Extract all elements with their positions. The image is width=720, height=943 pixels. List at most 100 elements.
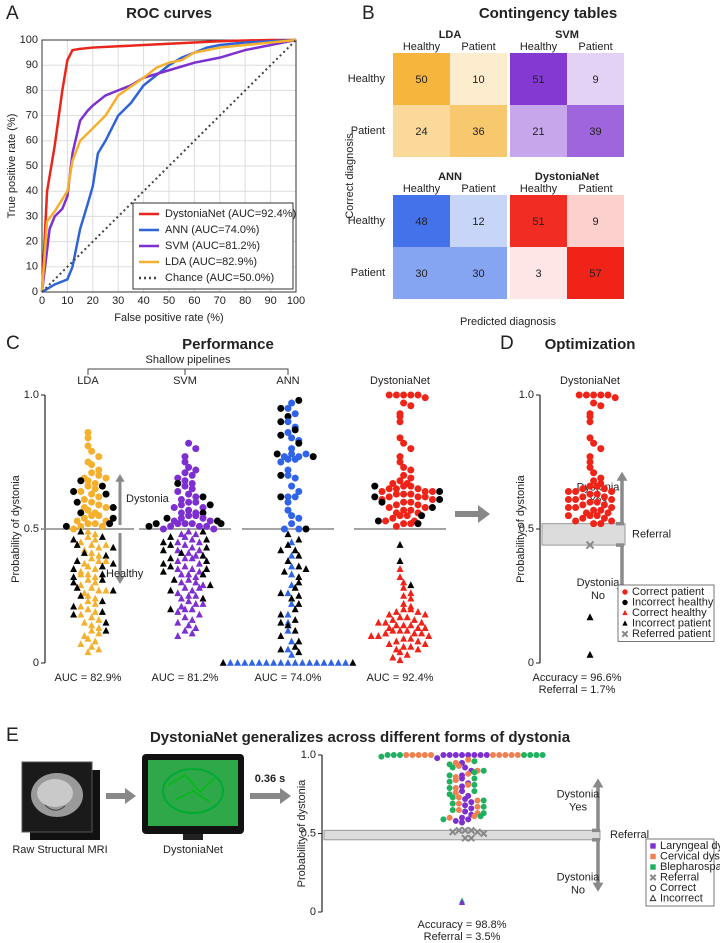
data-point <box>109 504 117 512</box>
data-point <box>611 394 619 402</box>
data-point <box>181 477 189 485</box>
data-point <box>471 769 478 776</box>
legend-marker <box>621 630 629 638</box>
data-point <box>455 762 462 769</box>
data-point <box>167 562 175 570</box>
data-point <box>109 543 117 551</box>
data-point <box>608 504 616 512</box>
data-point <box>185 570 193 578</box>
data-point <box>273 450 281 458</box>
data-point <box>181 458 189 466</box>
data-point <box>163 514 171 522</box>
data-point <box>465 781 472 788</box>
data-point <box>203 557 211 564</box>
data-point <box>88 613 96 621</box>
table-title: DystoniaNet <box>535 171 600 183</box>
legend-label: Chance (AUC=50.0%) <box>165 272 274 284</box>
data-point <box>425 632 433 639</box>
data-point <box>181 482 189 490</box>
data-point <box>579 485 587 493</box>
data-point <box>199 493 207 501</box>
legend-marker <box>622 620 628 626</box>
data-point <box>389 479 397 487</box>
data-point <box>480 797 487 804</box>
data-point <box>448 828 457 836</box>
legend-label: Correct healthy <box>632 607 707 619</box>
data-point <box>462 795 469 802</box>
x-tick-label: 10 <box>61 295 73 307</box>
data-point <box>302 565 310 572</box>
group-name: ANN <box>276 375 299 387</box>
data-point <box>109 514 117 522</box>
data-point <box>582 391 590 399</box>
data-point <box>73 541 81 548</box>
data-point <box>277 431 285 439</box>
data-point <box>389 514 397 522</box>
table-cell <box>510 247 567 299</box>
data-point <box>203 565 211 572</box>
data-point <box>514 752 521 758</box>
data-point <box>188 520 196 528</box>
data-point <box>181 626 189 634</box>
data-point <box>188 479 196 487</box>
data-point <box>73 583 81 591</box>
data-point <box>400 506 408 514</box>
data-point <box>414 608 422 615</box>
data-point <box>471 813 478 820</box>
data-point <box>342 658 350 666</box>
column-label: Patient <box>461 183 495 195</box>
data-point <box>385 504 393 512</box>
cell-value: 51 <box>532 216 544 228</box>
data-point <box>407 466 415 474</box>
data-point <box>396 418 404 426</box>
x-tick-label: 20 <box>87 295 99 307</box>
data-point <box>378 498 386 506</box>
data-point <box>403 512 411 520</box>
data-point <box>477 752 484 758</box>
data-point <box>421 487 429 495</box>
data-point <box>185 506 193 514</box>
annotation: Yes <box>569 801 587 813</box>
data-point <box>210 525 218 533</box>
data-point <box>185 591 193 599</box>
data-point <box>88 512 96 520</box>
data-point <box>284 498 292 506</box>
data-point <box>465 816 472 823</box>
data-point <box>234 658 242 666</box>
data-point <box>199 581 207 589</box>
data-point <box>593 482 601 490</box>
legend-marker <box>650 864 656 870</box>
data-point <box>88 490 96 498</box>
data-point <box>400 482 408 490</box>
data-point <box>455 826 463 835</box>
data-point <box>80 496 88 504</box>
data-point <box>102 618 110 626</box>
data-point <box>608 517 616 525</box>
data-point <box>174 474 182 482</box>
data-point <box>284 621 292 629</box>
data-point <box>407 474 415 482</box>
data-point <box>177 501 185 509</box>
data-point <box>84 570 92 578</box>
table-cell <box>393 247 450 299</box>
data-point <box>177 602 185 610</box>
data-point <box>185 498 193 506</box>
y-tick-label: 0.5 <box>301 827 316 839</box>
data-point <box>461 826 469 835</box>
data-point <box>291 583 299 591</box>
data-point <box>174 487 182 495</box>
data-point <box>295 514 303 522</box>
data-point <box>288 482 296 490</box>
data-point <box>367 632 375 639</box>
roc-curve <box>40 38 297 293</box>
column-label: Healthy <box>520 41 558 53</box>
data-point <box>600 501 608 509</box>
data-point <box>403 650 411 658</box>
row-label: Patient <box>351 267 385 279</box>
data-point <box>471 781 478 788</box>
data-point <box>414 485 422 493</box>
data-point <box>428 752 434 758</box>
data-point <box>477 813 484 820</box>
data-point <box>385 485 393 493</box>
data-point <box>84 562 92 570</box>
